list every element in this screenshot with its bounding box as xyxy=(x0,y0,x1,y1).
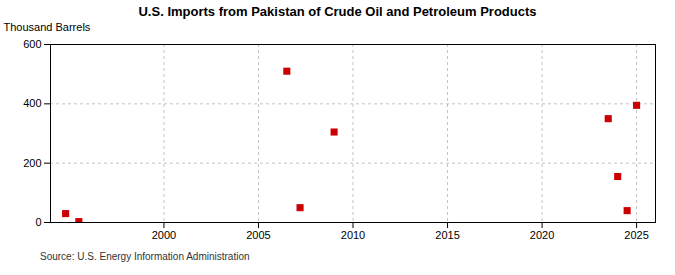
svg-text:400: 400 xyxy=(23,97,41,109)
html-text:U.S. Imports from Pakistan of: U.S. Imports from Pakistan of Crude Oil … xyxy=(138,4,537,19)
svg-text:600: 600 xyxy=(23,38,41,50)
svg-text:2005: 2005 xyxy=(246,229,270,241)
html-text:Source: U.S. Energy Informatio: Source: U.S. Energy Information Administ… xyxy=(40,251,250,262)
svg-text:2025: 2025 xyxy=(624,229,648,241)
svg-text:200: 200 xyxy=(23,157,41,169)
svg-text:2020: 2020 xyxy=(530,229,554,241)
svg-text:2000: 2000 xyxy=(152,229,176,241)
svg-text:0: 0 xyxy=(35,216,41,228)
svg-text:2015: 2015 xyxy=(435,229,459,241)
svg-text:2010: 2010 xyxy=(341,229,365,241)
svg-text:Thousand Barrels: Thousand Barrels xyxy=(4,21,91,33)
